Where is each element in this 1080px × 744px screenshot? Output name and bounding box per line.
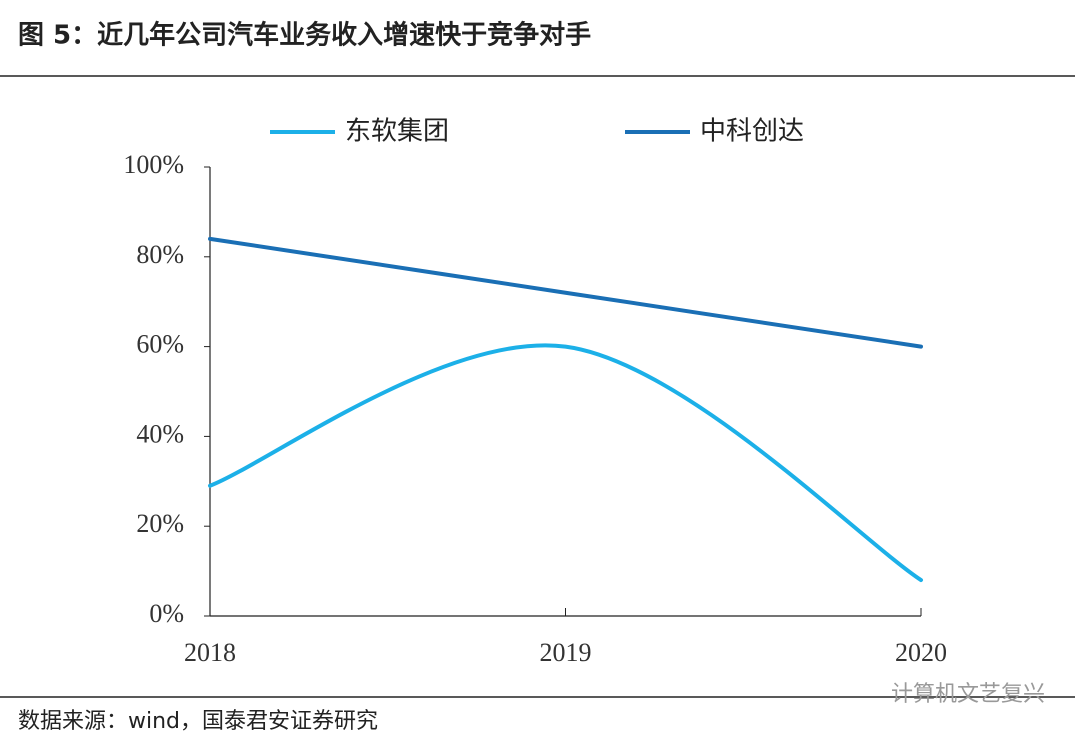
legend-label: 中科创达 xyxy=(700,117,804,147)
x-tick-label: 2020 xyxy=(895,638,947,667)
y-tick-label: 0% xyxy=(149,599,184,628)
y-tick-label: 20% xyxy=(136,509,184,538)
watermark: 计算机文艺复兴 xyxy=(891,682,1045,707)
y-tick-label: 40% xyxy=(136,419,184,448)
line-series xyxy=(208,343,923,583)
chart-title: 图 5：近几年公司汽车业务收入增速快于竞争对手 xyxy=(18,20,591,51)
y-tick-label: 60% xyxy=(136,330,184,359)
source: 数据来源：wind，国泰君安证券研究 xyxy=(18,709,378,734)
y-tick-label: 100% xyxy=(123,150,184,179)
legend-label: 东软集团 xyxy=(345,117,449,147)
line-series xyxy=(208,236,923,349)
y-tick-label: 80% xyxy=(136,240,184,269)
x-tick-label: 2018 xyxy=(184,638,236,667)
x-tick-label: 2019 xyxy=(540,638,592,667)
